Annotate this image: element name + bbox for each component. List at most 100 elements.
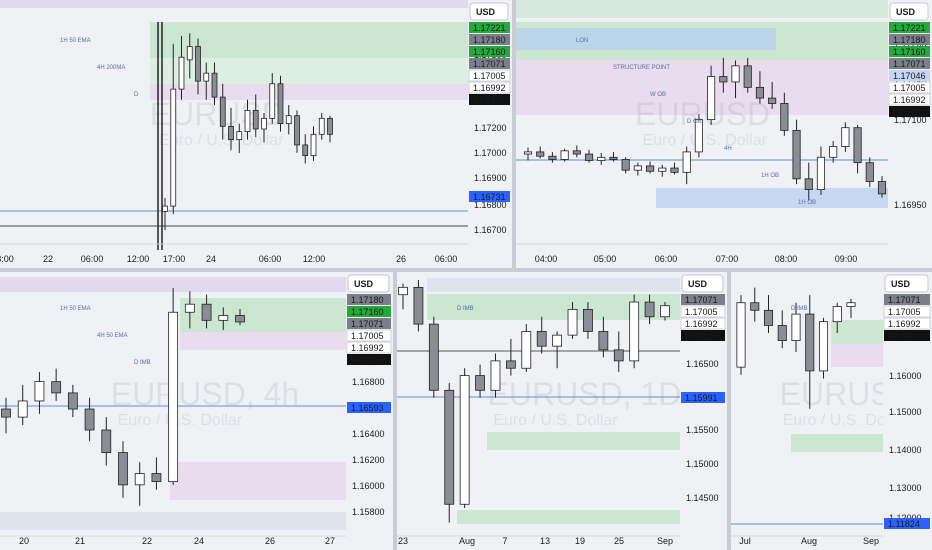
price-badge-label: 1.17005 [685,307,718,317]
candle-body [277,83,284,125]
candle-body [658,167,667,172]
chart-panel-5[interactable]: EURUSD, 1WEuro / U.S. DollarUSD1.160001.… [731,272,932,550]
candle-body [548,155,557,160]
currency-box [884,274,929,293]
chart-annotation: D IMB [791,306,808,312]
chart-annotation: D IMB [457,306,474,312]
candle-body [310,133,317,156]
price-badge-label: 1.17180 [893,35,926,45]
price-badge-label: 1.16992 [351,343,384,353]
candle-body [536,151,545,157]
zone-box [791,434,883,452]
x-tick-label: 07:00 [716,254,739,264]
price-badge-label: 1.16992 [685,319,718,329]
currency-label: USD [891,279,911,289]
chart-annotation: STRUCTURE POINT [613,65,670,71]
y-tick-label: 1.14500 [686,493,719,503]
price-badge [347,306,391,317]
y-tick-label: 1.17000 [474,148,507,158]
candle-body [829,146,838,158]
price-badge-label: 03:31:57 [351,355,386,365]
x-tick-label: 17:00 [163,254,186,264]
x-tick-label: Aug [801,536,817,546]
y-tick-label: 1.15000 [686,459,719,469]
price-badge-label: 1.17005 [893,83,926,93]
zone-box [150,22,468,58]
zone-box [516,60,888,115]
currency-box [469,2,509,21]
y-tick-label: 1.15500 [686,425,719,435]
watermark-symbol: EURUSD, 4h [111,376,300,412]
price-badge [347,318,391,329]
price-badge-label: 1.17071 [888,295,921,305]
price-badge-label: 1.11824 [888,519,920,529]
x-tick-label: 13 [540,536,550,546]
candle-body [736,302,746,368]
price-badge-label: 01:57 [893,107,916,117]
price-badge [888,81,931,94]
price-badge-label: 1.17221 [473,23,506,33]
candle-body [523,151,533,155]
price-badge-label: 1.17071 [473,59,506,69]
candle-body [244,109,251,133]
currency-label: USD [688,279,708,289]
zone-box [150,58,468,84]
price-badge [884,294,930,305]
candle-body [804,178,813,190]
x-tick-label: 26 [396,254,406,264]
candle-body [34,381,45,402]
candle-body [646,165,655,172]
chart-panel-4[interactable]: EURUSD, 1D Euro / U.S. Dollar USD 1.16500 1.… [397,272,727,550]
price-badge [469,46,510,57]
zone-box [831,344,883,367]
price-badge-label: 1.15991 [685,393,718,403]
candle-body [682,151,691,173]
x-tick-label: 22 [43,254,53,264]
chart-panel-3[interactable]: EURUSD, 4h Euro / U.S. Dollar USD 1.16800 1.… [0,272,393,550]
zone-box [150,84,468,100]
candle-body [327,117,333,135]
price-badge [681,294,725,305]
price-badge-label: 07:31:57 [685,331,720,341]
candle-body [168,311,179,483]
price-badge [468,69,511,82]
price-badge [680,305,726,318]
candle-body [475,375,485,391]
currency-box [889,2,929,21]
price-badge-label: 1.17160 [351,307,384,317]
candle-body [629,301,640,362]
x-tick-label: 19 [575,536,585,546]
candle-body [670,167,679,173]
candle-body [235,315,245,323]
price-badge-label: 1.17071 [351,319,384,329]
price-badge [347,402,391,413]
price-badge [889,70,930,81]
candle-body [560,150,569,160]
y-tick-label: 1.16500 [686,359,719,369]
candle-body [719,76,728,83]
chart-5-canvas[interactable]: EURUSD, 1WEuro / U.S. DollarUSD1.160001.… [731,272,932,550]
price-badge [883,305,931,318]
candle-body [318,117,325,135]
candle-body [832,306,842,323]
chart-annotation: 4H 50 EMA [97,333,128,339]
currency-box [681,274,724,293]
zone-box [457,510,680,524]
chart-annotation: LON [576,38,588,44]
y-tick-label: 1.17200 [474,123,507,133]
price-badge [680,317,726,330]
candle-body [791,313,801,342]
currency-label: USD [476,7,496,17]
candle-body [818,321,829,372]
zone-box [831,320,883,344]
x-tick-label: 09:00 [835,254,858,264]
candle-body [428,323,439,391]
price-badge [469,58,510,69]
candle-body [567,309,578,336]
